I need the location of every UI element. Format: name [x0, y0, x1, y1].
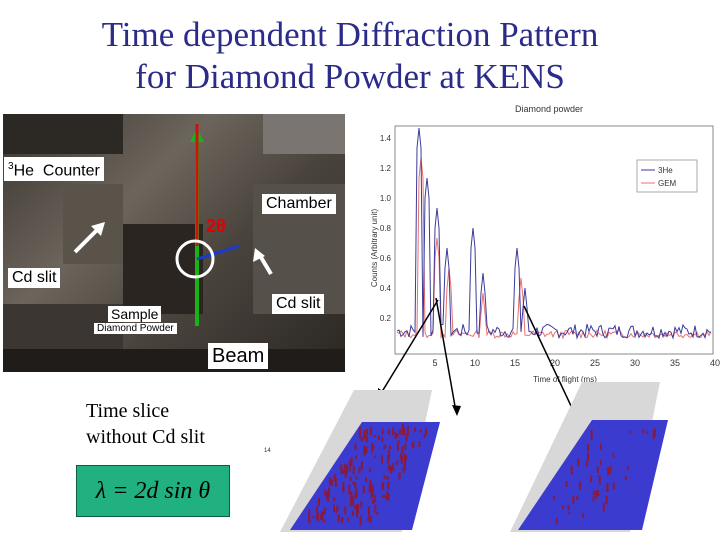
photo-block	[123, 224, 203, 314]
y-tick-label: 1.0	[380, 194, 392, 203]
x-tick-label: 35	[670, 358, 680, 368]
bragg-formula: λ = 2d sin θ	[76, 465, 230, 517]
beam-label: Beam	[208, 343, 269, 369]
white-arrow-head	[91, 222, 105, 236]
scatter-line	[196, 244, 240, 261]
counter-sup: 3	[8, 161, 14, 172]
plot-surface	[518, 420, 668, 530]
pointer-arrow	[523, 305, 581, 426]
series-3he-line	[396, 127, 712, 340]
white-arrow-head	[253, 248, 265, 262]
tof-chart: 1.4 1.2 1.0 0.8 0.6 0.4 0.2 5 10 15 20 25 30 35 40 Co…	[370, 125, 720, 384]
sample-label: Sample	[108, 306, 162, 322]
x-tick-label: 30	[630, 358, 640, 368]
y-tick-label: 1.4	[380, 134, 392, 143]
pointer-arrow-head	[452, 405, 461, 416]
y-tick-label: 0.2	[380, 314, 392, 323]
x-tick-label: 20	[550, 358, 560, 368]
x-tick-label: 5	[432, 358, 437, 368]
counter-label: 3He Counter	[4, 157, 104, 182]
y-tick-label: 0.8	[380, 224, 392, 233]
sample-circle	[175, 239, 215, 279]
two-theta-label: 2θ	[206, 216, 226, 236]
sample-sub-label: Diamond Powder	[94, 323, 177, 334]
counter-text: Counter	[42, 162, 100, 180]
counter-prefix: He	[13, 162, 35, 180]
cd-slit-right-label: Cd slit	[272, 294, 325, 314]
y-tick-label: 0.4	[380, 284, 392, 293]
legend-box	[636, 159, 698, 193]
x-tick-label: 40	[710, 358, 720, 368]
time-slice-caption: Time slice without Cd slit	[86, 398, 205, 450]
y-tick-label: 1.2	[380, 164, 392, 173]
photo-block	[63, 184, 123, 264]
time-slice-line-2: without Cd slit	[86, 426, 205, 448]
chart-legend: 3He GEM	[636, 159, 698, 193]
time-slice-plot-with-slit	[510, 382, 668, 532]
time-slice-plot-without-slit: 14	[264, 390, 440, 532]
chamber-label: Chamber	[262, 194, 336, 214]
x-tick-label: 15	[510, 358, 520, 368]
chart-title: Diamond powder	[515, 104, 584, 114]
chart-xlabel: Time of flight (ms)	[533, 375, 597, 384]
y-tick-label: 0.6	[380, 254, 392, 263]
title-line-1: Time dependent Diffraction Pattern	[101, 15, 599, 54]
legend-label-3he: 3He	[658, 166, 673, 175]
plot-axis-label: 14	[264, 448, 271, 454]
photo-block	[3, 114, 123, 154]
pointer-arrow	[435, 297, 457, 413]
slide-title: Time dependent Diffraction Pattern for D…	[0, 14, 700, 98]
time-slice-line-1: Time slice	[86, 400, 170, 422]
photo-block	[263, 114, 345, 154]
x-tick-label: 25	[590, 358, 600, 368]
legend-label-gem: GEM	[658, 179, 677, 188]
photo-overlay	[3, 114, 345, 372]
chart-ylabel: Counts (Arbitrary unit)	[370, 209, 379, 288]
pointer-arrow	[379, 299, 439, 396]
title-line-2: for Diamond Powder at KENS	[135, 57, 565, 96]
x-tick-label: 10	[470, 358, 480, 368]
cd-slit-left-label: Cd slit	[8, 268, 61, 288]
